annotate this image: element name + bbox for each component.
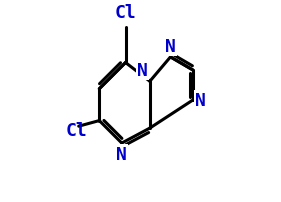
Text: N: N	[116, 145, 127, 163]
Text: N: N	[137, 62, 148, 80]
Text: N: N	[195, 92, 206, 109]
Text: Cl: Cl	[65, 121, 87, 139]
Text: N: N	[165, 38, 176, 56]
Text: Cl: Cl	[115, 4, 136, 22]
